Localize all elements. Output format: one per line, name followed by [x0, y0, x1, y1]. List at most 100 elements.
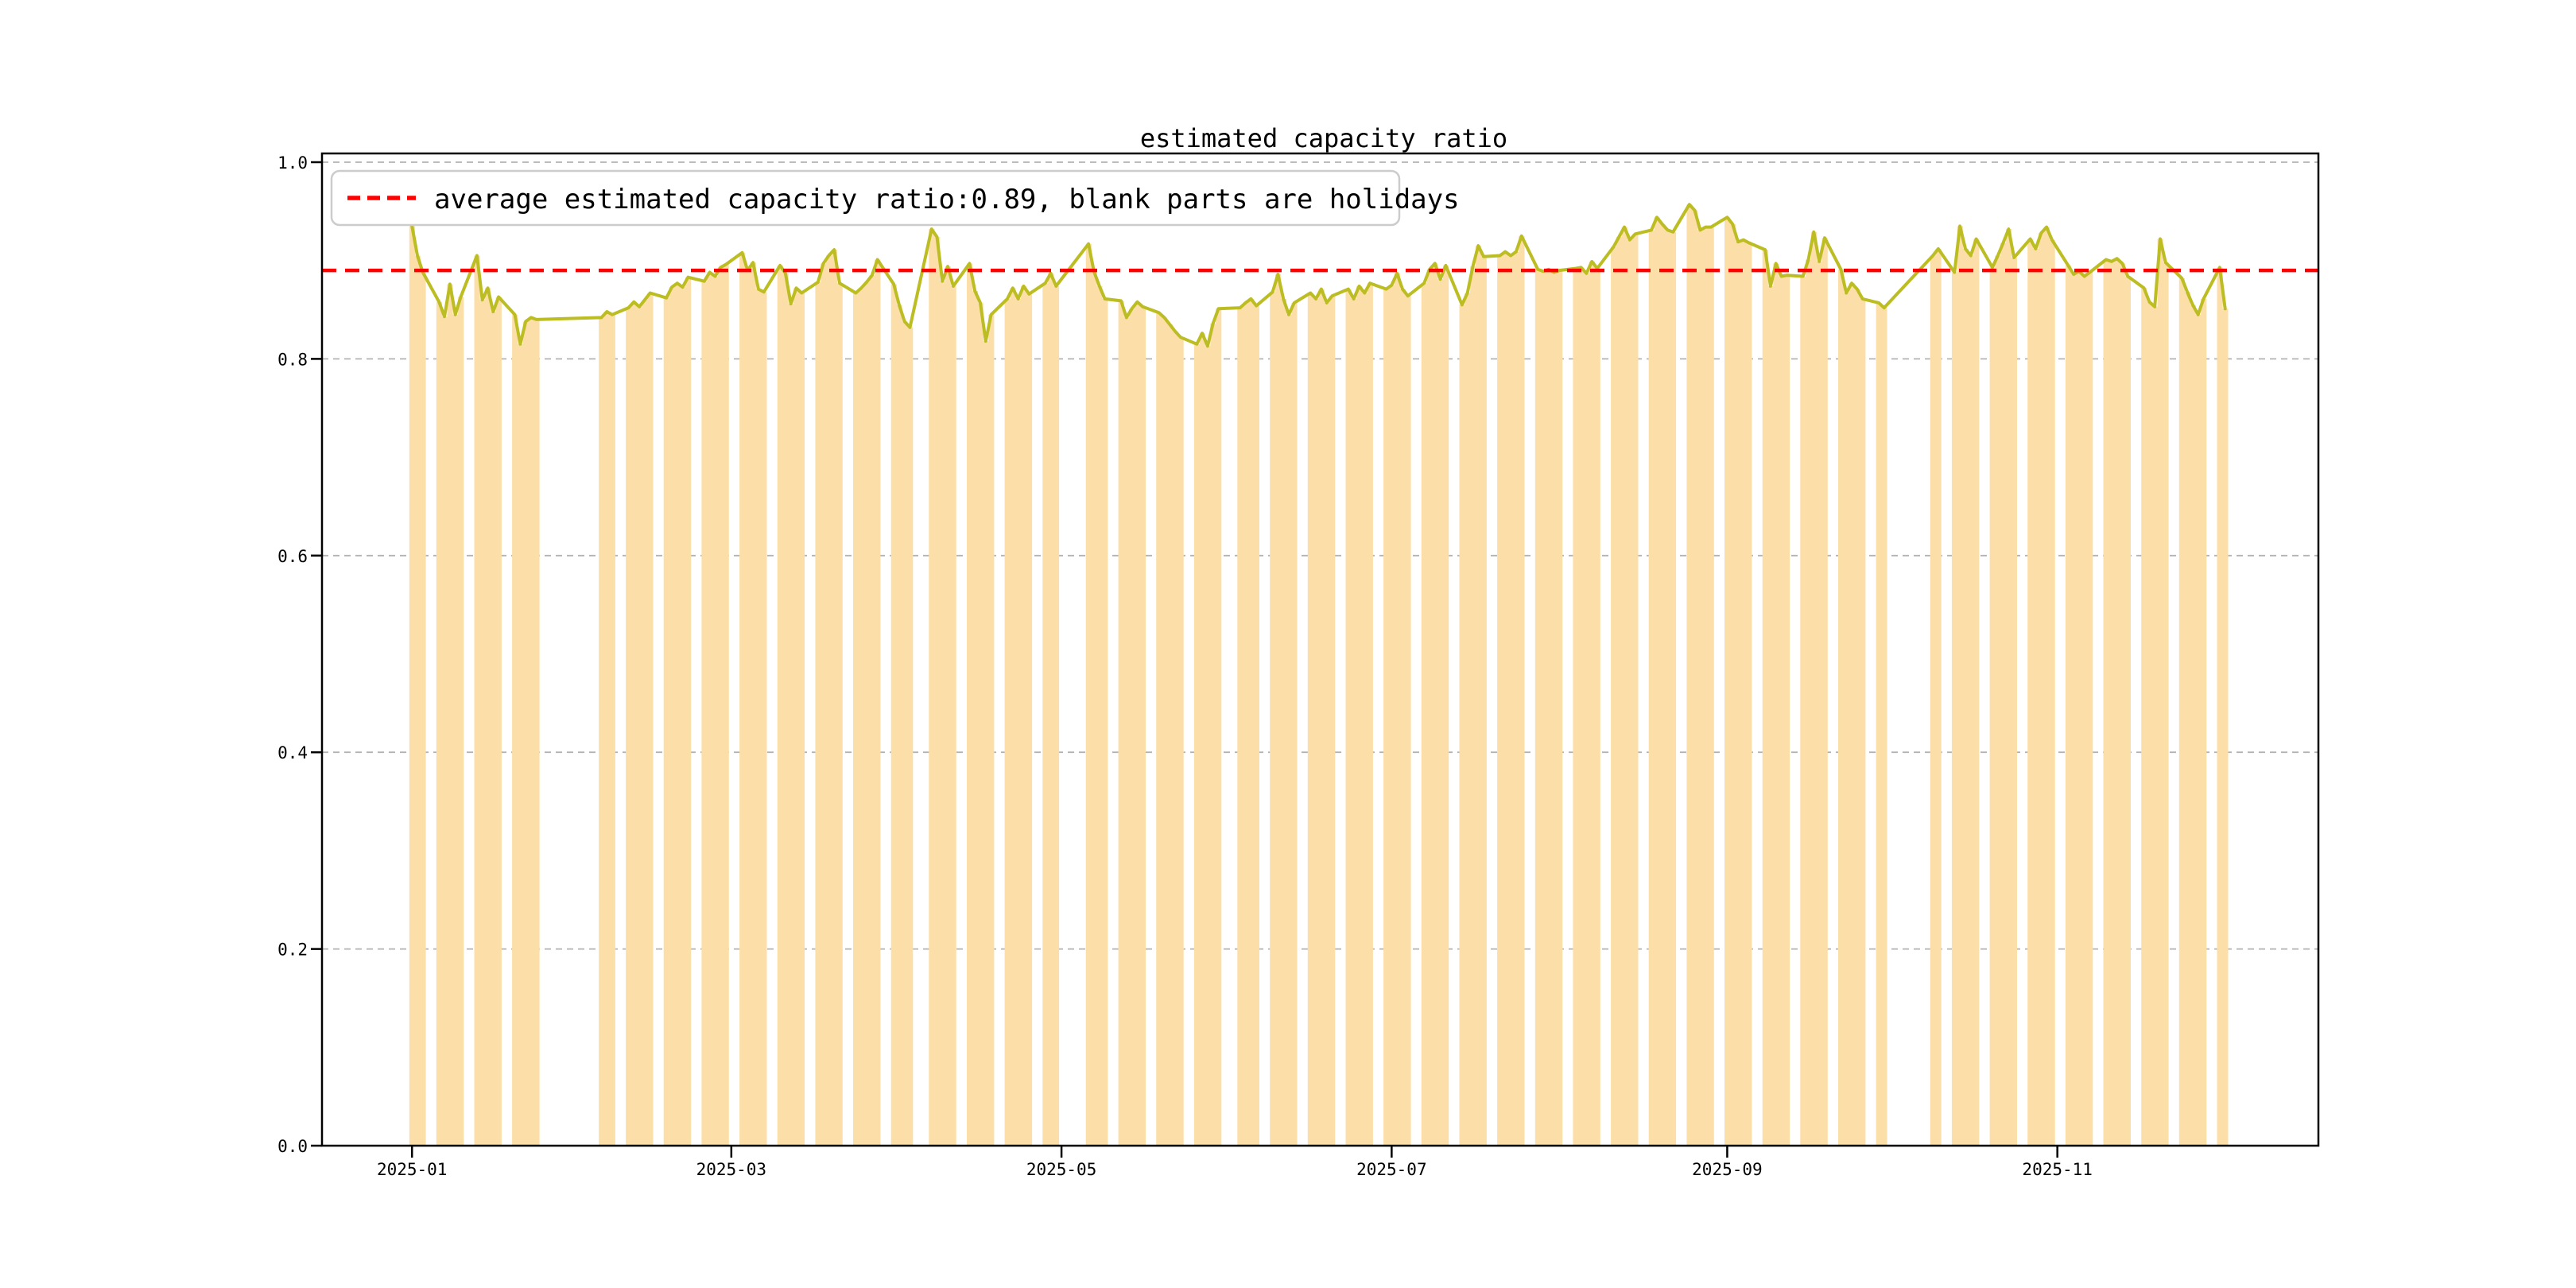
bar: [1470, 266, 1476, 1146]
bar: [836, 283, 843, 1146]
bar: [902, 321, 908, 1146]
bar: [1838, 269, 1845, 1146]
bar: [1762, 250, 1768, 1146]
legend-label: average estimated capacity ratio:0.89, b…: [434, 184, 1460, 215]
bar: [739, 252, 746, 1146]
bar: [1594, 268, 1600, 1146]
bar: [1659, 223, 1666, 1146]
bar: [1313, 298, 1319, 1146]
y-tick-label: 0.8: [277, 350, 308, 369]
bar: [2081, 276, 2088, 1146]
bar: [2109, 261, 2115, 1146]
bar: [1480, 256, 1487, 1146]
bar: [2201, 298, 2207, 1146]
x-tick-label: 2025-07: [1356, 1160, 1427, 1179]
bar: [2103, 259, 2109, 1146]
bar: [1584, 273, 1590, 1146]
bar: [1199, 333, 1205, 1146]
bar: [528, 317, 534, 1146]
bar: [669, 287, 675, 1146]
bar: [1627, 239, 1633, 1146]
bar: [1616, 237, 1623, 1146]
bar: [1540, 271, 1546, 1146]
bar: [755, 289, 762, 1146]
bar: [1351, 298, 1357, 1146]
bar: [1318, 289, 1325, 1146]
bar: [436, 301, 442, 1146]
bar: [826, 255, 832, 1146]
bar: [1930, 255, 1936, 1146]
bar: [1123, 317, 1130, 1146]
plot-border: [320, 152, 2320, 1147]
bar: [1399, 289, 1406, 1146]
bar: [2190, 305, 2196, 1146]
bar: [1800, 276, 1806, 1146]
x-axis-ticks: 2025-01 2025-03 2025-05 2025-07 2025-09 2025-…: [377, 1146, 2093, 1179]
bar: [1513, 251, 1519, 1146]
bar: [441, 316, 448, 1146]
bar: [1329, 296, 1336, 1146]
bar: [1686, 204, 1693, 1146]
bar: [701, 281, 708, 1146]
bar: [599, 317, 605, 1146]
bar: [1551, 272, 1558, 1146]
y-tick-label: 0.4: [277, 743, 308, 762]
bar: [788, 304, 794, 1146]
bar: [2114, 258, 2120, 1146]
bar: [1740, 239, 1747, 1146]
bar: [972, 291, 978, 1146]
bar: [1821, 238, 1828, 1146]
bar: [1193, 343, 1201, 1146]
bar: [1670, 231, 1677, 1146]
bar: [896, 305, 902, 1146]
bar: [1118, 301, 1124, 1146]
bar: [1026, 293, 1033, 1146]
bar: [1465, 293, 1471, 1146]
bar: [1611, 246, 1617, 1146]
bar: [680, 287, 686, 1146]
bar: [2076, 271, 2082, 1146]
bar: [2070, 274, 2077, 1146]
bar: [609, 314, 615, 1146]
bar: [707, 272, 713, 1146]
bar: [2195, 314, 2202, 1146]
bar: [447, 284, 453, 1146]
bar: [1166, 324, 1173, 1146]
bar: [1205, 346, 1211, 1146]
y-tick-label: 0.2: [277, 941, 308, 960]
bar: [485, 288, 491, 1146]
bar: [853, 293, 859, 1146]
bar: [1048, 273, 1054, 1146]
bar: [1502, 251, 1509, 1146]
bar: [1324, 302, 1330, 1146]
bar: [1546, 269, 1552, 1146]
bar: [1394, 273, 1400, 1146]
bar: [988, 314, 995, 1146]
bar: [1995, 255, 2001, 1146]
bar: [1881, 308, 1887, 1146]
bar: [1935, 248, 1942, 1146]
bar: [647, 293, 654, 1146]
bar: [782, 273, 789, 1146]
bar: [512, 314, 518, 1146]
bar: [2043, 227, 2050, 1146]
y-axis-ticks: 0.0 0.2 0.4 0.6 0.8 1.0: [277, 153, 322, 1156]
bar: [1843, 293, 1849, 1146]
bar: [1783, 275, 1790, 1146]
chart-title: estimated capacity ratio: [1140, 123, 1507, 153]
bar: [1237, 308, 1243, 1146]
bar: [939, 281, 946, 1146]
bar: [663, 297, 669, 1146]
bar: [533, 319, 540, 1146]
bar: [1053, 285, 1060, 1146]
bar: [744, 270, 751, 1146]
bar: [815, 281, 821, 1146]
bar: [1042, 283, 1049, 1146]
bar: [1534, 269, 1541, 1146]
bar: [2178, 278, 2185, 1146]
bar: [793, 288, 800, 1146]
bar: [1692, 210, 1698, 1146]
bar: [458, 297, 464, 1146]
bar: [409, 226, 415, 1146]
